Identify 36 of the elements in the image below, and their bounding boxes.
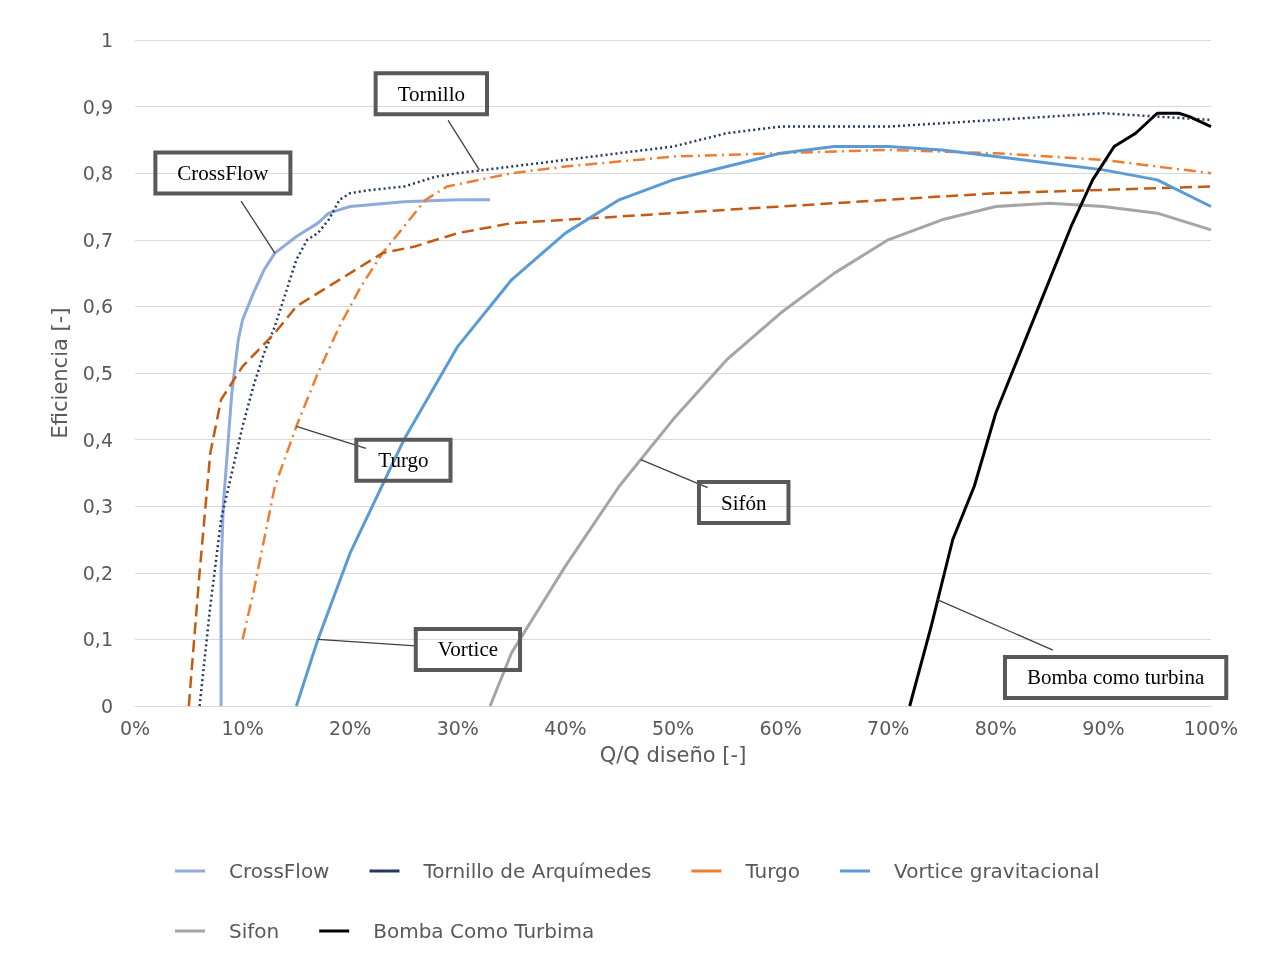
x-tick-label: 20% <box>329 716 372 739</box>
x-tick-label: 100% <box>1183 716 1239 739</box>
x-tick-label: 70% <box>867 716 910 739</box>
y-tick-label: 0,4 <box>82 428 113 451</box>
annotation: Tornillo <box>397 81 465 106</box>
y-tick-label: 0 <box>100 695 113 717</box>
x-tick-label: 50% <box>651 716 695 739</box>
legend-label: CrossFlow <box>229 859 330 883</box>
legend-label: Turgo <box>744 859 801 883</box>
legend-label: Tornillo de Arquímedes <box>422 859 652 883</box>
y-tick-label: 0,9 <box>82 95 113 118</box>
y-tick-label: 0,2 <box>82 561 113 584</box>
annotation: Vortice <box>437 637 499 662</box>
y-tick-label: 0,6 <box>82 295 113 318</box>
annotation: Sifón <box>720 490 767 515</box>
y-tick-label: 1 <box>100 29 113 51</box>
x-tick-label: 80% <box>974 716 1017 739</box>
y-tick-label: 0,7 <box>82 228 113 251</box>
y-tick-label: 0,1 <box>82 628 113 651</box>
y-tick-label: 0,5 <box>82 362 113 384</box>
y-tick-label: 0,3 <box>82 495 113 518</box>
x-tick-label: 10% <box>221 716 264 739</box>
x-tick-label: 0% <box>119 716 151 739</box>
legend-label: Sifon <box>229 919 280 943</box>
annotation: CrossFlow <box>177 161 270 186</box>
x-tick-label: 90% <box>1082 716 1125 739</box>
x-tick-label: 60% <box>759 716 802 739</box>
legend-label: Bomba Como Turbima <box>373 919 595 943</box>
x-tick-label: 30% <box>436 716 479 739</box>
line-series <box>908 111 1213 708</box>
y-axis-title: Eficiencia [-] <box>47 307 72 439</box>
x-axis-title: Q/Q diseño [-] <box>599 742 747 767</box>
x-tick-label: 40% <box>544 716 587 739</box>
annotation: Bomba como turbina <box>1026 665 1205 690</box>
legend-label: Vortice gravitacional <box>894 859 1100 883</box>
y-tick-label: 0,8 <box>82 162 113 185</box>
